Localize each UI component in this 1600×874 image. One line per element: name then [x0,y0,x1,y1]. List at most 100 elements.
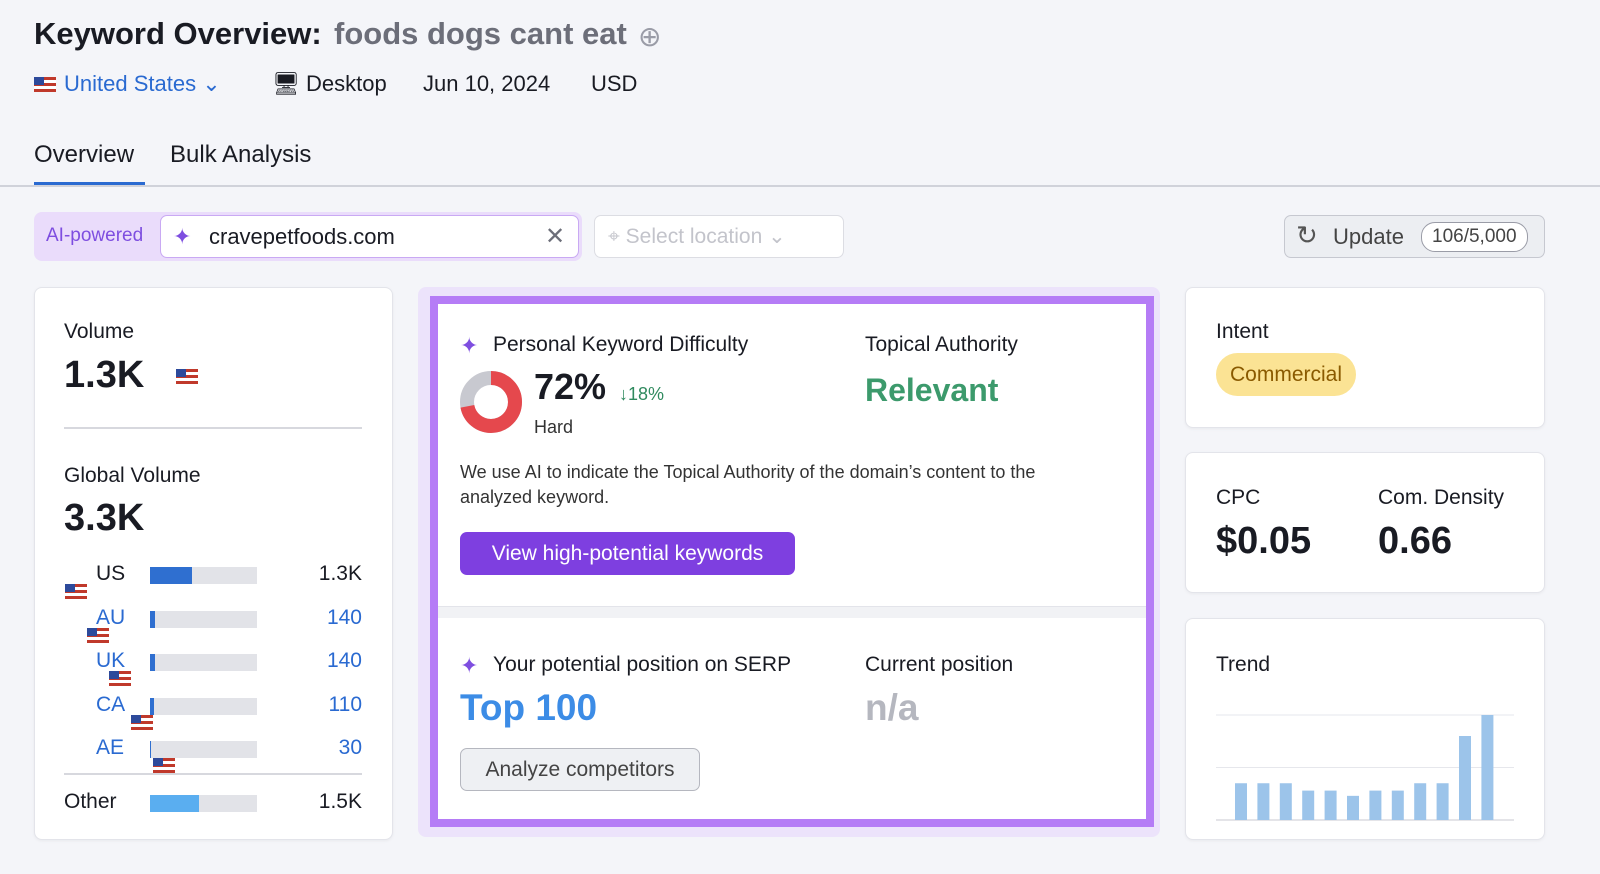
bar [150,795,199,812]
trend-bar [1391,790,1404,820]
tab[interactable]: Bulk Analysis [170,141,312,168]
divider [438,606,1146,618]
flag [34,77,56,93]
cta-button[interactable]: View high-potential keywords [460,532,795,575]
country: UK [96,649,126,672]
flag [131,714,153,730]
update-label: Update [1333,224,1404,249]
flag [153,758,175,774]
value: 30 [338,736,362,759]
trend-bar [1257,783,1270,820]
country: AE [96,736,125,759]
page-title: Keyword Overview: [34,16,322,51]
domain-input[interactable] [160,215,579,258]
analyze-button[interactable]: Analyze competitors [460,748,700,791]
country: Other [64,790,117,813]
domain: cravepetfoods.com [209,224,395,249]
flag [87,627,109,643]
label: Your potential position on SERP [493,653,792,676]
country-select[interactable]: United States ⌄ [64,71,221,96]
label: Com. Density [1378,486,1505,509]
bar [150,610,155,628]
cpc: $0.05 [1216,520,1312,562]
date: Jun 10, 2024 [423,71,551,96]
current-position: n/a [865,687,919,728]
difficulty-donut [460,371,522,433]
location-select[interactable] [594,215,844,258]
label: Volume [64,320,135,343]
intent-badge: Commercial [1216,353,1357,396]
flag [176,369,199,385]
bar [150,654,155,671]
sparkle-icon: ✦ [460,333,479,358]
add-icon[interactable]: ⊕ [638,21,662,52]
bar [150,697,154,715]
label: Intent [1216,320,1269,343]
value: 1.5K [318,790,362,813]
value: 140 [326,649,362,672]
difficulty-level: Hard [534,417,574,437]
trend-bar [1302,790,1315,820]
value: 1.3K [318,562,362,585]
trend-bar [1459,736,1471,820]
refresh-icon: ↻ [1296,220,1318,250]
bar-track [150,741,257,758]
label: Personal Keyword Difficulty [493,333,749,356]
label: Global Volume [64,464,201,487]
bar [150,741,151,758]
bar-track [150,654,257,671]
trend-bar [1414,783,1427,820]
trend-bar [1279,783,1292,820]
sparkle-icon: ✦ [460,653,479,678]
sparkle-icon: ✦ [173,224,192,249]
ai-badge: AI-powered [46,225,144,246]
bar-track [150,697,257,715]
cpc-card [1185,452,1545,593]
value: 110 [328,692,362,716]
device-text: Desktop [306,71,387,96]
topical-authority: Relevant [865,372,999,408]
trend-bar [1481,715,1494,820]
tab-indicator [34,182,145,186]
divider [64,427,362,429]
serp-position: Top 100 [460,687,598,728]
bar-track [150,610,257,628]
country: US [96,562,126,585]
global-volume: 3.3K [64,497,145,539]
country: AU [96,605,126,629]
tab[interactable]: Overview [34,141,135,168]
intent-card [1185,287,1545,428]
trend-bar [1436,783,1449,820]
trend-bar [1324,790,1337,820]
label: Trend [1216,653,1271,676]
trend-bar [1369,790,1382,820]
density: 0.66 [1378,520,1452,562]
ai-note: We use AI to indicate the Topical Author… [460,462,1036,507]
label: Topical Authority [865,333,1018,356]
country: United States [64,71,197,96]
flag [65,584,87,600]
currency: USD [591,71,638,96]
divider [64,773,362,775]
donut-arc [460,371,522,433]
placeholder: Select location [625,225,763,248]
difficulty-change: ↓18% [619,384,665,404]
country: CA [96,692,126,716]
device: 🖥 Desktop [272,71,387,96]
value: 140 [326,605,362,629]
trend-bar [1347,795,1359,820]
difficulty: 72% [534,366,607,407]
trend-bar [1235,783,1247,820]
label: CPC [1216,486,1261,509]
clear-icon[interactable]: ✕ [545,223,566,250]
trend-chart [1216,714,1514,821]
bar [150,567,193,584]
location-placeholder: ⌖ Select location ⌄ [608,225,786,248]
limit: 106/5,000 [1421,222,1528,252]
flag [109,671,131,687]
keyword: foods dogs cant eat [334,16,627,51]
divider [0,185,1600,187]
label: Current position [865,653,1014,676]
volume: 1.3K [64,354,145,396]
